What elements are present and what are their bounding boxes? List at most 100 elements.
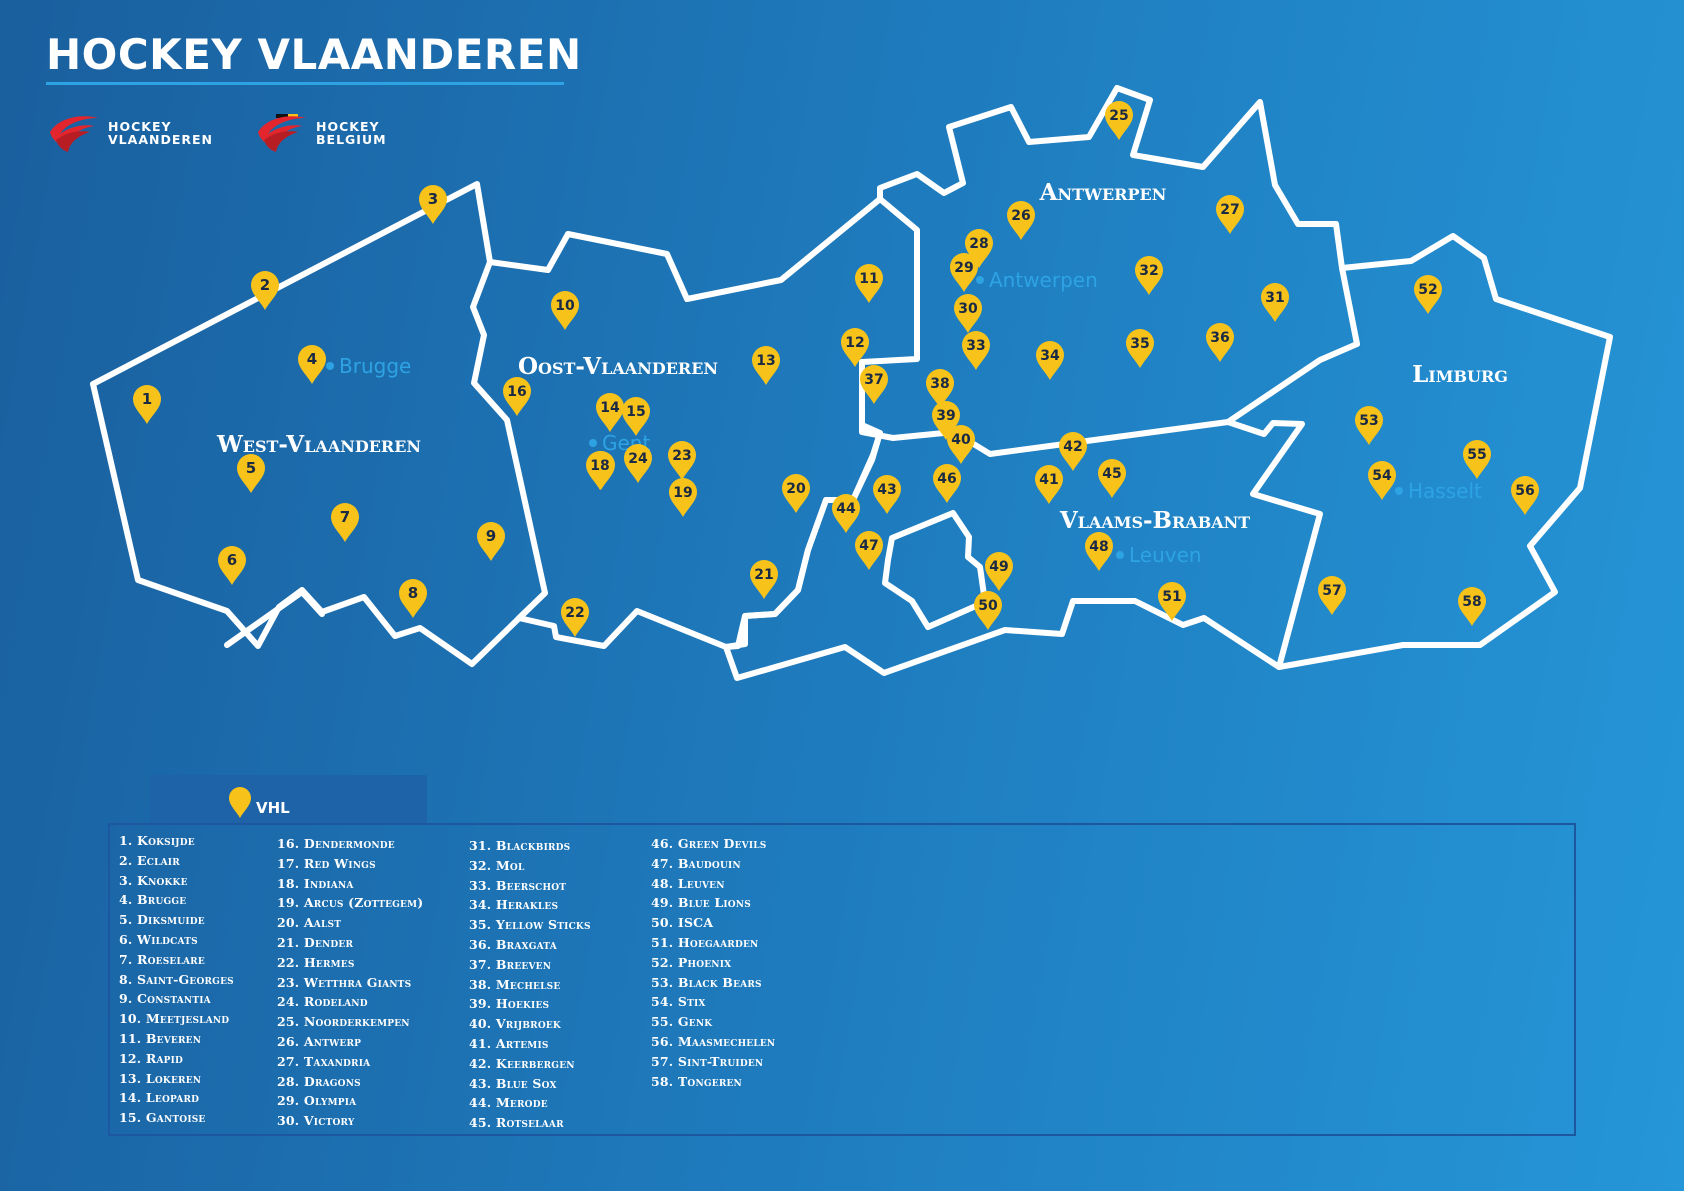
club-pin[interactable]: 54 [1368,461,1396,500]
club-pin[interactable]: 41 [1035,465,1063,504]
city-dot-icon [1116,551,1124,559]
club-pin[interactable]: 48 [1085,532,1113,571]
club-pin[interactable]: 51 [1158,582,1186,621]
club-pin[interactable]: 6 [218,546,246,585]
club-pin[interactable]: 27 [1216,195,1244,234]
legend-item: 22. Hermes [277,954,355,970]
club-pin[interactable]: 46 [933,464,961,503]
club-pin-number: 34 [1040,348,1060,364]
club-pin[interactable]: 21 [750,560,778,599]
club-pin-number: 36 [1210,330,1229,346]
legend-item: 10. Meetjesland [119,1011,230,1027]
club-pin[interactable]: 26 [1007,201,1035,240]
map-pin-icon [237,454,265,493]
club-pin[interactable]: 28 [965,229,993,268]
map-pin-icon [503,377,531,416]
club-pin[interactable]: 7 [331,503,359,542]
club-pin[interactable]: 43 [873,475,901,514]
legend-item: 19. Arcus (Zottegem) [277,895,424,911]
club-pin[interactable]: 40 [947,425,975,464]
club-pin[interactable]: 4 [298,345,326,384]
map-pin-icon [962,331,990,370]
legend-item: 2. Eclair [119,852,180,868]
club-pin[interactable]: 42 [1059,432,1087,471]
club-pin[interactable]: 47 [855,531,883,570]
club-pin[interactable]: 5 [237,454,265,493]
legend-item: 31. Blackbirds [469,838,571,853]
legend-item: 3. Knokke [119,872,188,888]
club-pin[interactable]: 30 [954,294,982,333]
club-pin[interactable]: 38 [926,369,954,408]
legend-item: 24. Rodeland [277,994,368,1010]
club-pin[interactable]: 58 [1458,587,1486,626]
map-pin-icon [331,503,359,542]
legend-item: 4. Brugge [119,892,187,908]
club-pin[interactable]: 2 [251,271,279,310]
legend-item: 7. Roeselare [119,951,205,967]
club-pin[interactable]: 11 [855,264,883,303]
club-pin[interactable]: 12 [841,328,869,367]
club-pin[interactable]: 57 [1318,576,1346,615]
map-pin-icon [1318,576,1346,615]
legend-item: 45. Rotselaar [469,1115,564,1131]
club-pin[interactable]: 16 [503,377,531,416]
map-pin-icon [1035,465,1063,504]
club-pin-number: 47 [859,538,878,554]
club-pin[interactable]: 45 [1098,459,1126,498]
legend-item: 53. Black Bears [651,974,762,990]
club-pin[interactable]: 19 [669,478,697,517]
club-pin[interactable]: 56 [1511,476,1539,515]
club-pin[interactable]: 8 [399,579,427,618]
club-pin-number: 12 [845,335,864,351]
club-pin-number: 42 [1063,439,1082,455]
club-pin[interactable]: 29 [950,253,978,292]
club-pin[interactable]: 37 [860,365,888,404]
club-pin[interactable]: 22 [561,598,589,637]
club-pin[interactable]: 25 [1105,101,1133,140]
map-pin-icon [669,478,697,517]
club-pin[interactable]: 13 [752,346,780,385]
map-pin-icon [974,591,1002,630]
club-pin[interactable]: 3 [419,185,447,224]
club-pin-number: 53 [1359,413,1378,429]
club-pin[interactable]: 55 [1463,440,1491,479]
club-pin[interactable]: 9 [477,522,505,561]
club-pin[interactable]: 20 [782,474,810,513]
map-pin-icon [1098,459,1126,498]
club-pin[interactable]: 18 [586,451,614,490]
legend-item: 56. Maasmechelen [651,1033,776,1049]
club-pin[interactable]: 49 [985,552,1013,591]
city-label: Hasselt [1408,479,1482,503]
legend-item: 48. Leuven [651,875,725,891]
legend-item: 54. Stix [651,994,706,1010]
club-pin-number: 7 [340,508,350,526]
club-pin[interactable]: 1 [133,385,161,424]
legend-item: 50. ISCA [651,915,714,931]
club-pin-number: 26 [1011,208,1030,224]
club-pin-number: 24 [628,451,648,467]
club-pin-number: 56 [1515,483,1534,499]
club-pin-number: 45 [1102,466,1121,482]
club-pin[interactable]: 23 [668,441,696,480]
club-pin[interactable]: 24 [624,444,652,483]
club-pin[interactable]: 36 [1206,323,1234,362]
club-pin[interactable]: 14 [596,393,624,432]
club-pin[interactable]: 39 [932,401,960,440]
club-pin[interactable]: 10 [551,291,579,330]
club-pin[interactable]: 32 [1135,256,1163,295]
legend-item: 32. Mol [469,857,525,873]
club-pin[interactable]: 34 [1036,341,1064,380]
club-pin[interactable]: 44 [832,494,860,533]
club-pin[interactable]: 50 [974,591,1002,630]
club-pin[interactable]: 52 [1414,275,1442,314]
legend-item: 35. Yellow Sticks [469,917,591,933]
club-pin[interactable]: 53 [1355,406,1383,445]
pin-icon [228,787,252,823]
legend-column: 46. Green Devils 47. Baudouin 48. Leuven 49… [651,834,775,1091]
map-pin-icon [1085,532,1113,571]
club-pin[interactable]: 33 [962,331,990,370]
club-pin[interactable]: 35 [1126,329,1154,368]
legend-item: 28. Dragons [277,1073,361,1089]
club-pin[interactable]: 15 [622,397,650,436]
club-pin[interactable]: 31 [1261,283,1289,322]
